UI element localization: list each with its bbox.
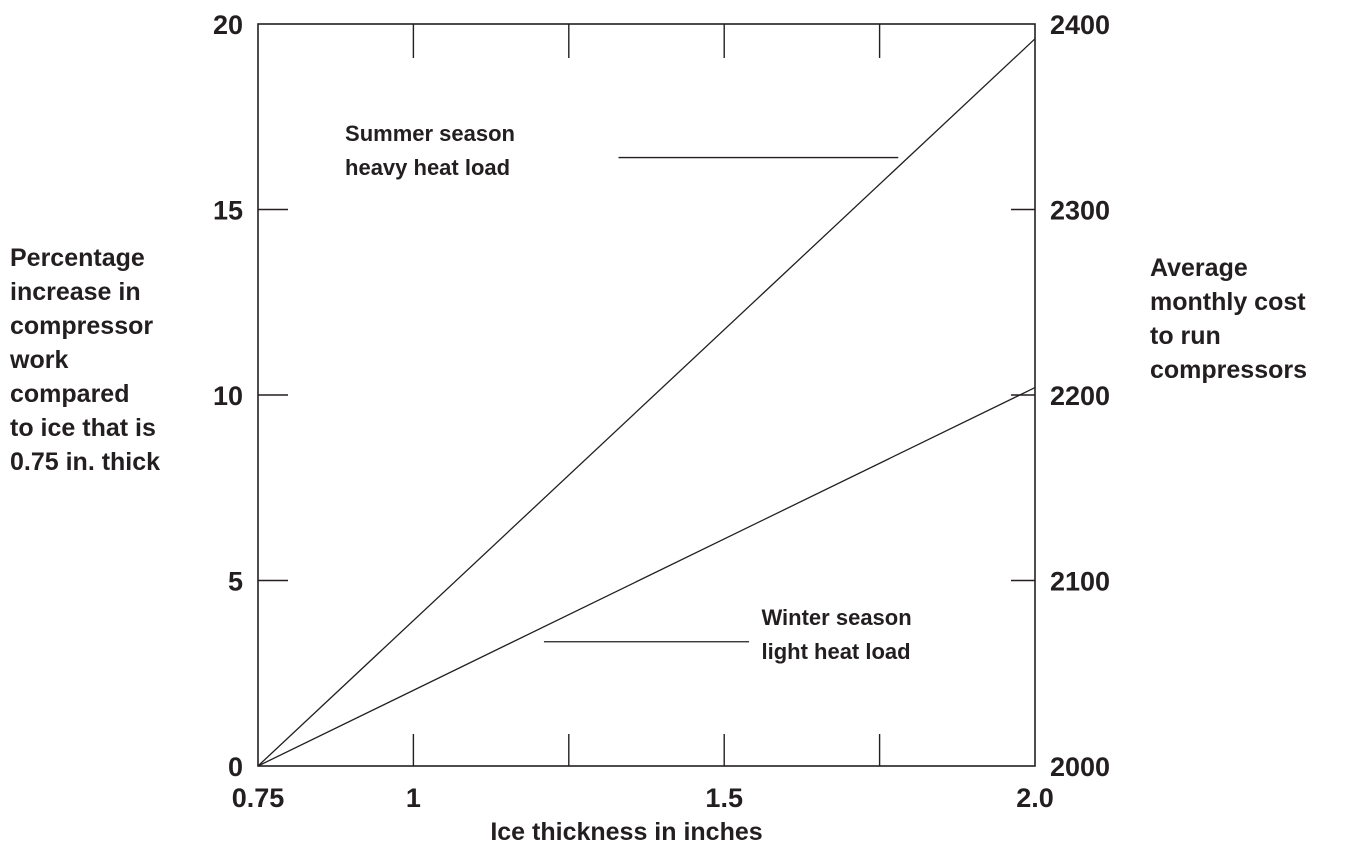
y-tick-label-left: 20 bbox=[213, 10, 243, 40]
x-tick-label: 1 bbox=[406, 783, 421, 813]
tick-labels: 0.75 1 1.5 2.0 0 5 10 15 20 2000 2100 2200 2300 2400 bbox=[213, 10, 1110, 813]
y-tick-label-left: 5 bbox=[228, 567, 243, 597]
series-line-winter bbox=[257, 387, 1036, 767]
annotation-label-winter: light heat load bbox=[761, 639, 910, 664]
x-tick-label: 0.75 bbox=[232, 783, 285, 813]
y-tick-label-right: 2200 bbox=[1050, 381, 1110, 411]
y-axis-title-right: compressors bbox=[1150, 356, 1307, 384]
y-tick-label-right: 2000 bbox=[1050, 752, 1110, 782]
x-tick-label: 1.5 bbox=[705, 783, 743, 813]
axis-titles: Ice thickness in inches Percentage increas… bbox=[9, 244, 1307, 846]
y-tick-label-left: 15 bbox=[213, 196, 243, 226]
y-tick-label-right: 2300 bbox=[1050, 196, 1110, 226]
annotation-label-summer: heavy heat load bbox=[345, 155, 510, 180]
y-axis-title-right: to run bbox=[1150, 322, 1221, 350]
x-axis-title: Ice thickness in inches bbox=[490, 818, 762, 846]
y-axis-title-left: increase in bbox=[10, 278, 141, 306]
y-axis-title-right: monthly cost bbox=[1150, 288, 1306, 316]
y-axis-title-left: compressor bbox=[10, 312, 153, 340]
series-line-summer bbox=[257, 38, 1036, 767]
y-axis-title-left: 0.75 in. thick bbox=[10, 448, 160, 476]
y-tick-label-left: 10 bbox=[213, 381, 243, 411]
annotation-label-winter: Winter season bbox=[761, 605, 911, 630]
y-axis-title-left: compared bbox=[10, 380, 129, 408]
tick-marks bbox=[258, 24, 1035, 766]
y-tick-label-right: 2400 bbox=[1050, 10, 1110, 40]
x-tick-label: 2.0 bbox=[1016, 783, 1054, 813]
annotations: Summer season heavy heat load Winter seaso… bbox=[345, 121, 912, 664]
series-lines bbox=[257, 38, 1036, 767]
y-axis-title-left: work bbox=[9, 346, 68, 374]
y-axis-title-right: Average bbox=[1150, 254, 1248, 282]
y-tick-label-right: 2100 bbox=[1050, 567, 1110, 597]
y-axis-title-left: Percentage bbox=[10, 244, 145, 272]
y-axis-title-left: to ice that is bbox=[10, 414, 156, 442]
annotation-label-summer: Summer season bbox=[345, 121, 515, 146]
y-tick-label-left: 0 bbox=[228, 752, 243, 782]
